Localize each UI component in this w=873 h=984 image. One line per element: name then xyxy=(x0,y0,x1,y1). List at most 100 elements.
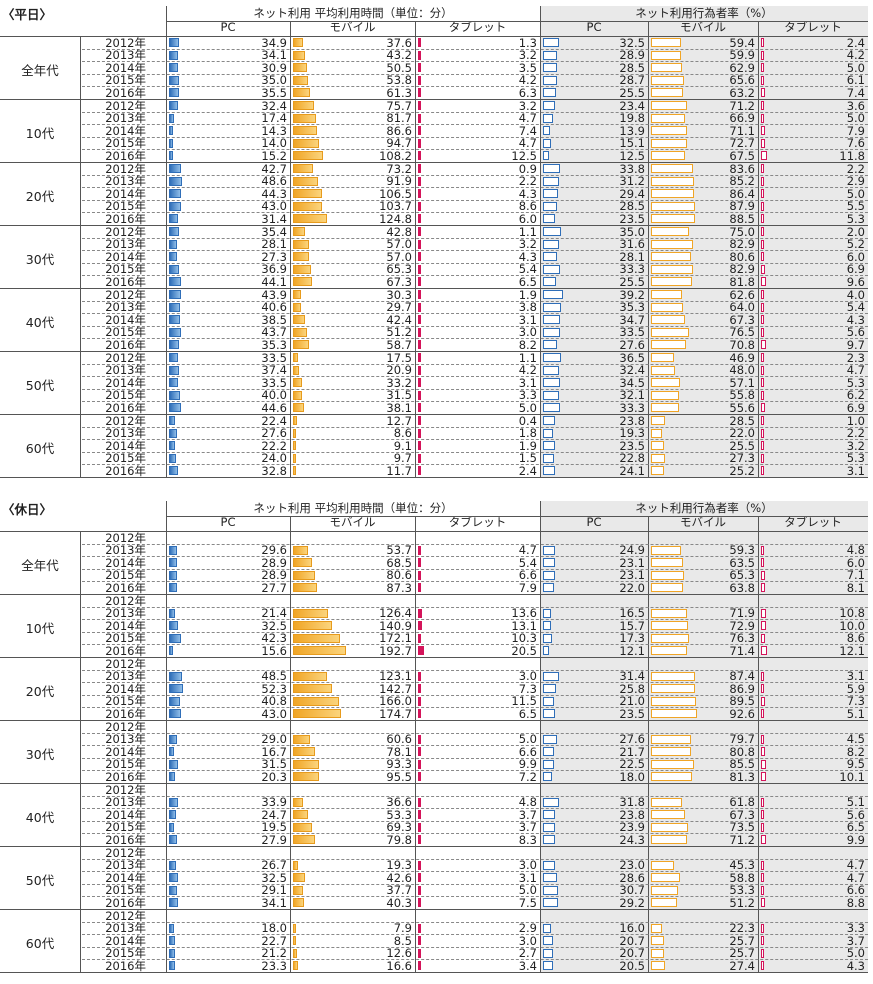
rate-mob-value: 27.4 xyxy=(729,958,755,973)
time-pc-value: 40.8 xyxy=(261,694,287,709)
time-tab-value: 1.1 xyxy=(518,350,537,365)
rate-mob-value: 85.5 xyxy=(729,757,755,772)
year-value: 2014 xyxy=(105,186,135,201)
time-mob-bar xyxy=(293,583,317,593)
time-tab-bar xyxy=(418,264,421,274)
time-tab-bar xyxy=(418,747,421,757)
time-tab-bar xyxy=(418,898,421,908)
rate-tab-bar xyxy=(761,696,765,706)
rate-pc-value: 29.2 xyxy=(619,895,645,910)
time-tab-value: 3.2 xyxy=(518,237,537,252)
rate-pc-bar xyxy=(543,264,560,274)
rate-pc-bar xyxy=(543,453,555,463)
time-mob-value: 80.6 xyxy=(386,568,412,583)
rate-mob-value: 59.9 xyxy=(729,48,755,63)
time-tab-bar xyxy=(418,378,421,388)
rate-mob-value: 76.3 xyxy=(729,631,755,646)
time-pc-bar xyxy=(169,164,181,173)
rate-tab-bar xyxy=(761,608,767,618)
time-pc-value: 21.2 xyxy=(261,946,287,961)
rate-pc-value: 35.0 xyxy=(619,224,645,239)
year-value: 2013 xyxy=(105,921,135,936)
row-divider xyxy=(82,124,868,126)
time-pc-value: 14.3 xyxy=(261,123,287,138)
rate-pc-bar xyxy=(543,302,561,312)
time-mob-bar xyxy=(293,277,312,287)
body-top-line xyxy=(0,36,868,37)
rate-pc-value: 23.9 xyxy=(619,820,645,835)
rate-pc-value: 32.5 xyxy=(619,35,645,50)
year-suffix: 年 xyxy=(134,111,147,126)
time-mob-bar xyxy=(293,378,303,388)
time-mob-value: 20.9 xyxy=(386,363,412,378)
year-suffix: 年 xyxy=(134,958,147,973)
time-tab-value: 8.6 xyxy=(518,199,537,214)
time-pc-bar xyxy=(169,545,178,555)
year-label: 2015年 xyxy=(82,695,146,707)
rate-pc-value: 35.3 xyxy=(619,300,645,315)
time-mob-value: 31.5 xyxy=(386,388,412,403)
year-value: 2015 xyxy=(105,883,135,898)
time-mob-bar xyxy=(293,885,304,895)
rate-tab-bar xyxy=(761,214,764,224)
time-mob-bar xyxy=(293,734,310,744)
year-label: 2016年 xyxy=(82,339,146,351)
time-tab-bar xyxy=(418,466,421,476)
time-tab-value: 4.7 xyxy=(518,111,537,126)
year-label: 2015年 xyxy=(82,758,146,770)
row-divider xyxy=(82,694,868,696)
time-pc-value: 43.7 xyxy=(261,325,287,340)
rate-pc-bar xyxy=(543,164,560,173)
time-pc-bar xyxy=(169,822,175,832)
time-pc-value: 36.9 xyxy=(261,262,287,277)
rate-tab-value: 11.8 xyxy=(839,148,865,163)
time-pc-value: 22.4 xyxy=(261,413,287,428)
rate-mob-value: 70.8 xyxy=(729,337,755,352)
time-tab-value: 12.5 xyxy=(511,148,537,163)
rate-tab-value: 9.6 xyxy=(846,274,865,289)
row-divider xyxy=(82,644,868,646)
time-tab-value: 6.0 xyxy=(518,211,537,226)
year-suffix: 年 xyxy=(134,73,147,88)
year-value: 2016 xyxy=(105,958,135,973)
rate-pc-value: 23.5 xyxy=(619,438,645,453)
time-pc-value: 35.5 xyxy=(261,85,287,100)
rate-mob-value: 65.3 xyxy=(729,568,755,583)
rate-tab-value: 6.1 xyxy=(846,73,865,88)
rate-mob-bar xyxy=(651,302,683,312)
age-group-label: 50代 xyxy=(25,872,55,888)
time-tab-value: 2.7 xyxy=(518,946,537,961)
time-tab-bar xyxy=(418,176,421,186)
year-suffix: 年 xyxy=(134,400,147,415)
rate-pc-value: 27.6 xyxy=(619,337,645,352)
time-pc-value: 34.9 xyxy=(261,35,287,50)
rate-tab-bar xyxy=(761,403,765,413)
time-mob-bar xyxy=(293,961,298,971)
rate-pc-bar xyxy=(543,365,560,375)
year-label: 2012年 xyxy=(82,784,146,796)
rate-pc-value: 16.5 xyxy=(619,606,645,621)
year-value: 2013 xyxy=(105,669,135,684)
row-divider xyxy=(82,682,868,684)
time-tab-bar xyxy=(418,835,421,845)
rate-tab-bar xyxy=(761,101,764,110)
time-pc-value: 28.9 xyxy=(261,568,287,583)
time-pc-bar xyxy=(169,151,174,161)
rate-tab-bar xyxy=(761,646,767,656)
rate-mob-bar xyxy=(651,860,674,870)
rate-mob-value: 67.5 xyxy=(729,148,755,163)
time-tab-value: 3.7 xyxy=(518,807,537,822)
rate-pc-value: 32.4 xyxy=(619,363,645,378)
rate-mob-value: 75.0 xyxy=(729,224,755,239)
rate-mob-bar xyxy=(651,138,688,148)
time-tab-bar xyxy=(418,75,421,85)
rate-mob-bar xyxy=(651,353,675,362)
time-pc-bar xyxy=(169,302,181,312)
time-mob-value: 37.6 xyxy=(386,35,412,50)
year-value: 2013 xyxy=(105,237,135,252)
time-mob-value: 30.3 xyxy=(386,287,412,302)
year-value: 2015 xyxy=(105,199,135,214)
rate-tab-value: 3.1 xyxy=(846,463,865,478)
rate-pc-value: 17.3 xyxy=(619,631,645,646)
year-suffix: 年 xyxy=(134,782,147,797)
